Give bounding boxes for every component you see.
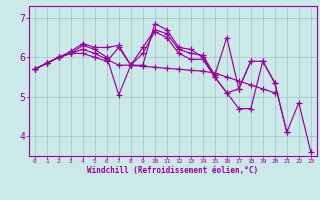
X-axis label: Windchill (Refroidissement éolien,°C): Windchill (Refroidissement éolien,°C) xyxy=(87,166,258,175)
